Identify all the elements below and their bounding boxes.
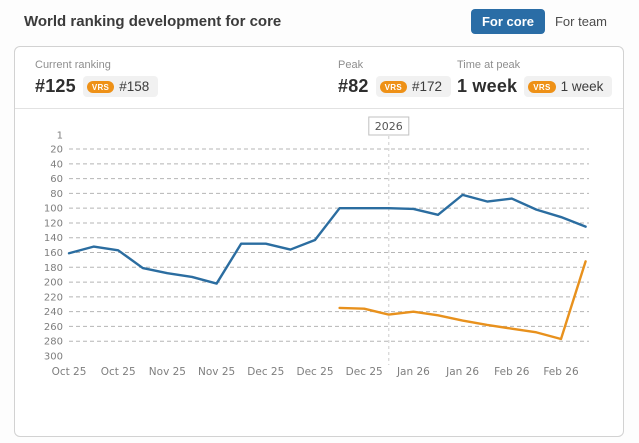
ranking-chart: 1204060801001201401601802002202402602803… [44,116,589,378]
svg-text:20: 20 [50,145,63,156]
svg-text:Jan 26: Jan 26 [396,366,430,378]
ranking-card: Current ranking #125 VRS #158 Peak #82 V… [14,46,624,437]
svg-text:Oct 25: Oct 25 [52,366,87,378]
svg-text:Feb 26: Feb 26 [543,366,579,378]
svg-text:60: 60 [50,174,63,185]
svg-text:180: 180 [44,263,63,274]
vrs-comparison-pill: VRS 1 week [524,76,613,97]
svg-text:140: 140 [44,233,63,244]
vrs-value: #158 [119,79,150,94]
chart-area: 1 20 40 60 80 100 120 140 160 180 200 220 240 260 280 3… [23,113,603,398]
vrs-badge: VRS [379,80,407,93]
svg-text:280: 280 [44,337,63,348]
stat-peak: Peak #82 VRS #172 [338,59,457,97]
svg-text:Dec 25: Dec 25 [296,366,333,378]
vrs-comparison-pill: VRS #158 [82,76,159,97]
svg-text:Jan 26: Jan 26 [445,366,479,378]
for-core-button[interactable]: For core [470,9,545,34]
vrs-badge: VRS [86,80,115,93]
vrs-badge: VRS [528,80,556,93]
svg-text:Dec 25: Dec 25 [346,366,383,378]
stat-value: #125 [35,76,76,96]
vrs-value: #172 [412,79,443,94]
stat-label: Current ranking [35,59,111,71]
svg-text:80: 80 [50,189,63,200]
stat-value: #82 [338,76,369,96]
svg-text:Oct 25: Oct 25 [101,366,136,378]
view-toggle: For core For team [470,9,613,34]
svg-text:Nov 25: Nov 25 [198,366,235,378]
stat-label: Time at peak [457,59,521,71]
topbar: World ranking development for core For c… [0,0,639,44]
for-team-button[interactable]: For team [549,9,613,34]
svg-text:2026: 2026 [375,120,403,133]
stat-value: 1 week [457,76,518,96]
svg-text:1: 1 [57,131,63,142]
svg-text:40: 40 [50,159,63,170]
svg-text:260: 260 [44,322,63,333]
stat-time-at-peak: Time at peak 1 week VRS 1 week [457,59,613,97]
svg-text:220: 220 [44,292,63,303]
stats-row: Current ranking #125 VRS #158 Peak #82 V… [15,47,623,109]
page-title: World ranking development for core [24,13,282,30]
svg-text:Dec 25: Dec 25 [247,366,284,378]
svg-text:100: 100 [44,204,63,215]
svg-text:120: 120 [44,218,63,229]
svg-text:160: 160 [44,248,63,259]
svg-text:Feb 26: Feb 26 [494,366,530,378]
vrs-comparison-pill: VRS #172 [375,76,452,97]
stat-current-ranking: Current ranking #125 VRS #158 [35,59,338,97]
svg-text:240: 240 [44,307,63,318]
svg-text:200: 200 [44,278,63,289]
vrs-value: 1 week [560,79,604,94]
svg-text:300: 300 [44,352,63,363]
stat-label: Peak [338,59,364,71]
svg-text:Nov 25: Nov 25 [149,366,186,378]
